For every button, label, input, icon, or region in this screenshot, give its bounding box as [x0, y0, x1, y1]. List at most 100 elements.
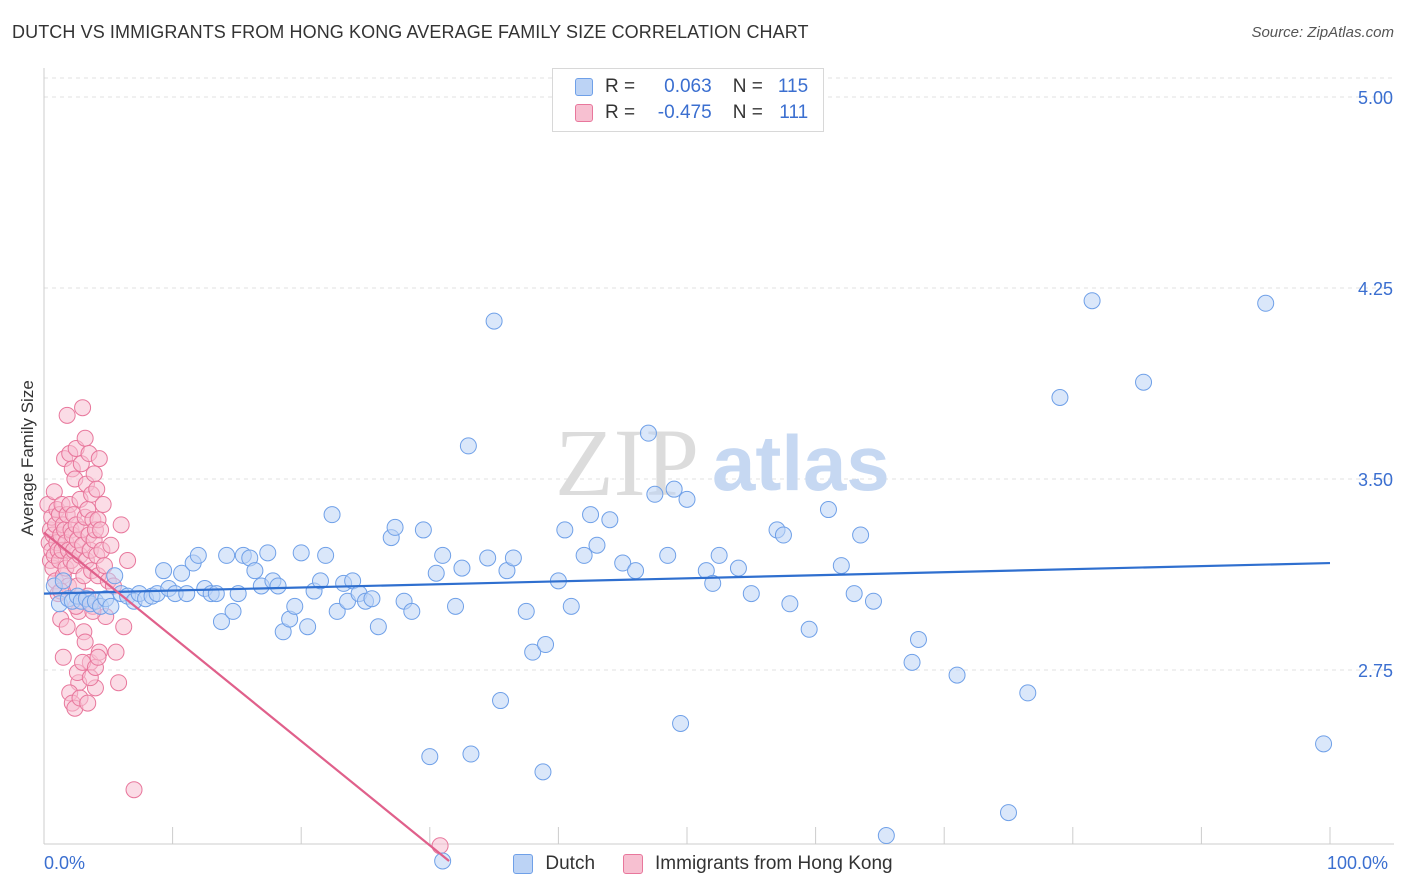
- axes: [43, 68, 1394, 845]
- legend-n-label: N =: [732, 76, 763, 97]
- legend-r-value-dutch: 0.063: [664, 76, 712, 97]
- data-point: [369, 618, 387, 636]
- data-point: [659, 546, 677, 564]
- data-point: [79, 694, 97, 712]
- data-point: [403, 602, 421, 620]
- data-point: [155, 562, 173, 580]
- legend-item-hong-kong: Immigrants from Hong Kong: [623, 853, 893, 875]
- data-point: [323, 506, 341, 524]
- data-point: [311, 572, 329, 590]
- data-point: [414, 521, 432, 539]
- y-axis-label: Average Family Size: [18, 380, 37, 536]
- data-point: [462, 745, 480, 763]
- data-point: [58, 406, 76, 424]
- data-point: [672, 714, 690, 732]
- data-point: [102, 597, 120, 615]
- data-point: [614, 554, 632, 572]
- legend-row-hong-kong: R = -0.475 N = 111: [575, 101, 808, 125]
- data-point: [54, 648, 72, 666]
- data-point: [781, 595, 799, 613]
- x-tick-label-min: 0.0%: [44, 853, 86, 873]
- chart-title: DUTCH VS IMMIGRANTS FROM HONG KONG AVERA…: [12, 22, 809, 42]
- data-point: [845, 585, 863, 603]
- data-point: [173, 564, 191, 582]
- data-point: [832, 557, 850, 575]
- stats-legend: R = 0.063 N = 115 R = -0.475 N = 111: [552, 68, 824, 132]
- data-point: [89, 648, 107, 666]
- data-point: [485, 312, 503, 330]
- trend-line-dutch: [43, 561, 1331, 595]
- data-point: [85, 465, 103, 483]
- data-point: [212, 613, 230, 631]
- series-legend: Dutch Immigrants from Hong Kong: [0, 852, 1406, 876]
- data-point: [877, 827, 895, 845]
- data-point: [459, 437, 477, 455]
- data-point: [115, 618, 133, 636]
- data-point: [517, 602, 535, 620]
- legend-label-hong-kong: Immigrants from Hong Kong: [655, 853, 893, 874]
- x-tick-label-max: 100.0%: [1327, 853, 1389, 873]
- data-point: [646, 485, 664, 503]
- watermark-atlas: atlas: [712, 419, 890, 507]
- trend-line-hong-kong: [43, 531, 450, 862]
- legend-r-label: R =: [605, 76, 636, 97]
- data-point: [582, 506, 600, 524]
- data-point: [45, 483, 63, 501]
- data-point: [107, 643, 125, 661]
- data-point: [207, 585, 225, 603]
- legend-n-value-dutch: 115: [777, 76, 809, 97]
- data-point: [1257, 294, 1275, 312]
- watermark-zip: ZIP: [555, 409, 699, 516]
- data-point: [627, 562, 645, 580]
- legend-label-dutch: Dutch: [545, 853, 596, 874]
- data-point: [427, 564, 445, 582]
- legend-swatch-dutch: [513, 854, 534, 874]
- data-point: [774, 526, 792, 544]
- data-point: [575, 546, 593, 564]
- data-point: [246, 562, 264, 580]
- data-point: [800, 620, 818, 638]
- trend-lines: [43, 531, 1331, 862]
- data-point: [110, 674, 128, 692]
- data-point: [819, 501, 837, 519]
- data-point: [218, 546, 236, 564]
- data-point: [903, 653, 921, 671]
- data-point: [328, 602, 346, 620]
- y-tick-labels: 2.75 3.50 4.25 5.00: [1358, 88, 1393, 681]
- data-point: [434, 852, 452, 870]
- data-point: [588, 536, 606, 554]
- data-point: [88, 480, 106, 498]
- legend-r-label: R =: [605, 102, 636, 123]
- data-point: [1083, 292, 1101, 310]
- data-point: [948, 666, 966, 684]
- data-point: [106, 567, 124, 585]
- data-point: [76, 633, 94, 651]
- data-point: [556, 521, 574, 539]
- data-point: [678, 490, 696, 508]
- data-point: [729, 559, 747, 577]
- data-point: [562, 597, 580, 615]
- y-tick-label: 2.75: [1358, 661, 1393, 681]
- data-point: [54, 572, 72, 590]
- data-point: [299, 618, 317, 636]
- data-point: [492, 692, 510, 710]
- data-point: [421, 748, 439, 766]
- legend-swatch-hong-kong: [575, 104, 593, 122]
- data-point: [286, 597, 304, 615]
- legend-row-dutch: R = 0.063 N = 115: [575, 75, 808, 99]
- data-point: [434, 546, 452, 564]
- series-dutch-points: [45, 292, 1333, 870]
- legend-swatch-dutch: [575, 78, 593, 96]
- data-point: [710, 546, 728, 564]
- data-point: [479, 549, 497, 567]
- data-point: [386, 518, 404, 536]
- data-point: [119, 551, 137, 569]
- data-point: [58, 618, 76, 636]
- data-point: [524, 643, 542, 661]
- legend-item-dutch: Dutch: [513, 853, 595, 875]
- data-point: [224, 602, 242, 620]
- legend-r-value-hong-kong: -0.475: [657, 102, 712, 123]
- data-point: [125, 781, 143, 799]
- data-point: [704, 574, 722, 592]
